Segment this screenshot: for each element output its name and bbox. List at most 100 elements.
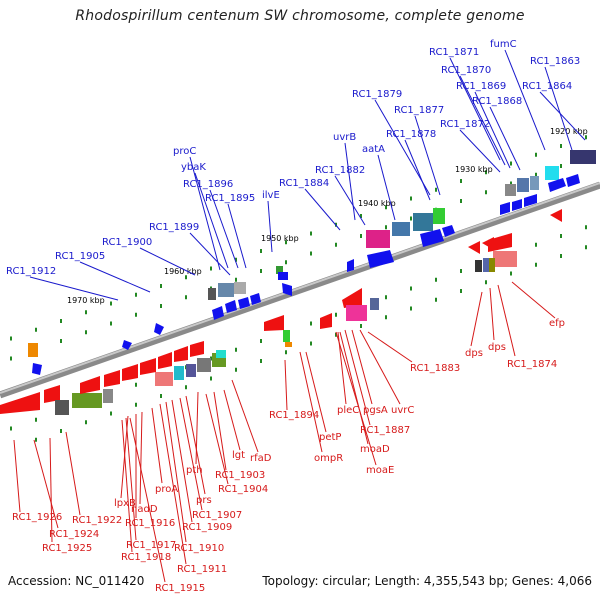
leader-line: [414, 115, 441, 196]
tick-mark: [460, 289, 462, 293]
gene-arrow: [225, 300, 237, 313]
tick-mark: [510, 181, 512, 186]
gene-label: RC1_1868: [472, 96, 522, 107]
forward-labels: fumC RC1_1863 RC1_1871 RC1_1870 RC1_1869…: [6, 39, 580, 277]
tick-mark: [360, 324, 362, 328]
gene-feature: [186, 364, 196, 377]
gene-label: pth: [186, 465, 203, 476]
tick-mark: [85, 310, 87, 315]
gene-label: RC1_1872: [440, 119, 490, 130]
gene-arrow: [420, 229, 444, 247]
tick-mark: [60, 339, 62, 343]
gene-feature: [278, 272, 288, 280]
tick-mark: [360, 214, 362, 218]
gene-feature: [55, 400, 69, 415]
tick-mark: [335, 332, 337, 337]
tick-mark: [535, 172, 537, 177]
gene-arrow: [104, 370, 120, 387]
tick-mark: [510, 161, 512, 166]
tick-mark: [185, 385, 187, 390]
gene-label: RC1_1896: [183, 179, 233, 190]
gene-label: RC1_1879: [352, 89, 402, 100]
chromosome-backbone: [0, 181, 600, 399]
leader-line: [367, 331, 413, 363]
tick-mark: [135, 312, 137, 317]
tick-mark: [460, 199, 462, 203]
gene-feature: [433, 208, 445, 224]
gene-label: RC1_1915: [155, 583, 205, 594]
tick-mark: [435, 297, 437, 302]
tick-mark: [235, 367, 237, 372]
tick-mark: [410, 306, 412, 311]
gene-arrow: [122, 364, 138, 381]
gene-label: RC1_1887: [360, 425, 410, 436]
leader-line: [165, 401, 187, 543]
gene-label: RC1_1907: [192, 510, 242, 521]
leader-line: [125, 417, 137, 541]
tick-mark: [10, 356, 12, 361]
tick-mark: [385, 205, 387, 210]
gene-label: RC1_1895: [205, 193, 255, 204]
gene-label: fumC: [490, 39, 517, 50]
gene-label: dps: [488, 342, 506, 353]
gene-label: RC1_1924: [49, 529, 99, 540]
tick-mark: [535, 262, 537, 267]
gene-arrow: [32, 363, 42, 375]
tick-mark: [10, 336, 12, 341]
gene-label: RC1_1909: [182, 522, 232, 533]
leader-line: [185, 395, 206, 495]
gene-label: moaE: [366, 465, 394, 476]
leader-line: [404, 139, 431, 201]
reverse-features: [0, 209, 562, 415]
leader-line: [205, 393, 229, 485]
gene-feature: [197, 358, 211, 372]
gene-arrow: [158, 352, 172, 369]
gene-feature: [366, 230, 390, 248]
gene-feature: [285, 342, 292, 347]
leader-line: [344, 329, 371, 426]
gene-arrow: [367, 250, 394, 268]
leader-line: [504, 49, 546, 151]
tick-mark: [335, 312, 337, 317]
leader-line: [209, 189, 239, 269]
gene-label: RC1_1917: [126, 540, 176, 551]
kbp-label: 1960 kbp: [164, 267, 202, 276]
leader-line: [171, 399, 193, 523]
leader-line: [511, 281, 556, 319]
gene-label: RC1_1916: [125, 518, 175, 529]
tick-mark: [60, 319, 62, 323]
tick-mark: [85, 420, 87, 425]
tick-mark: [260, 339, 262, 343]
gene-label: lgt: [232, 450, 245, 461]
tick-mark: [110, 411, 112, 416]
gene-arrow: [524, 194, 537, 207]
gene-label: RC1_1905: [55, 251, 105, 262]
tick-mark: [310, 341, 312, 346]
gene-label: rfaD: [250, 453, 272, 464]
gene-arrow: [282, 283, 292, 296]
gene-arrow: [468, 241, 480, 254]
leader-line: [459, 129, 501, 173]
gene-label: efp: [549, 318, 565, 329]
gene-label: ybaK: [181, 162, 206, 173]
leader-line: [189, 232, 231, 276]
tick-mark: [585, 225, 587, 230]
tick-mark: [310, 231, 312, 236]
gene-label: pgsA: [363, 405, 388, 416]
tick-mark: [185, 295, 187, 300]
tick-mark: [260, 269, 262, 273]
tick-mark: [210, 266, 212, 271]
leader-line: [33, 439, 59, 529]
tick-mark: [285, 240, 287, 245]
tick-mark: [85, 330, 87, 335]
gene-arrow: [122, 340, 132, 350]
accession-text: Accession: NC_011420: [8, 574, 145, 588]
gene-arrow: [44, 385, 60, 403]
tick-mark: [385, 315, 387, 320]
tick-mark: [260, 249, 262, 253]
gene-label: uvrC: [391, 405, 414, 416]
gene-arrow: [154, 323, 164, 335]
tick-mark: [485, 170, 487, 175]
tick-mark: [35, 417, 37, 422]
